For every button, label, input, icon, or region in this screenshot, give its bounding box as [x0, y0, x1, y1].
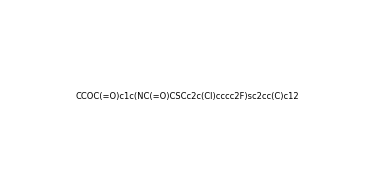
Text: CCOC(=O)c1c(NC(=O)CSCc2c(Cl)cccc2F)sc2cc(C)c12: CCOC(=O)c1c(NC(=O)CSCc2c(Cl)cccc2F)sc2cc…: [76, 92, 299, 101]
